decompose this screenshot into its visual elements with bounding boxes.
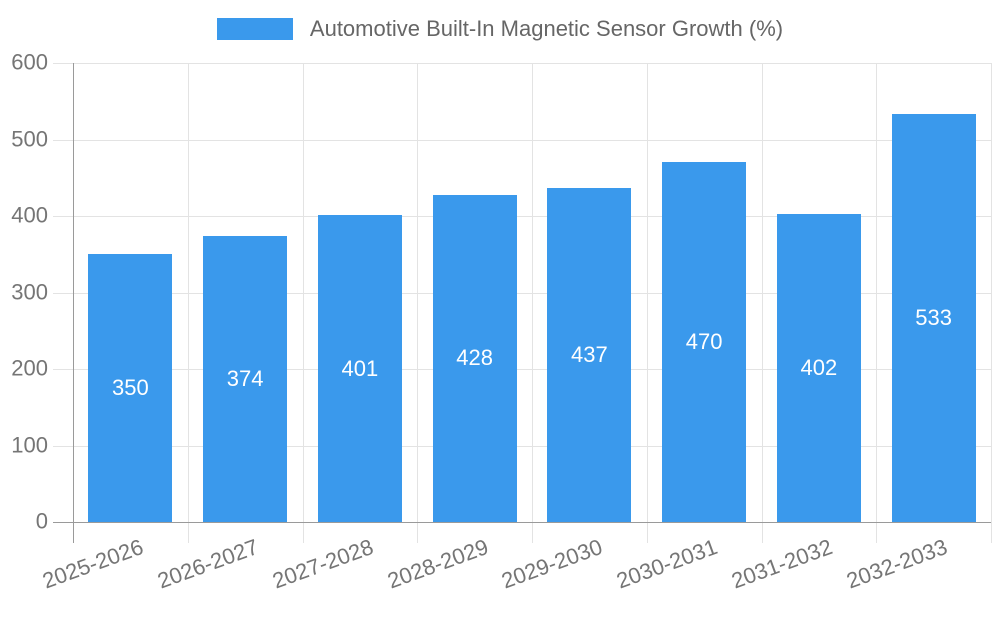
gridline-y-300: [53, 292, 991, 294]
gridline-y-400: [53, 216, 991, 217]
y-axis-tick-label: 500: [11, 125, 48, 151]
bar-2032-2033[interactable]: [891, 114, 976, 522]
legend-label: Automotive Built-In Magnetic Sensor Grow…: [309, 16, 784, 41]
legend-swatch-icon: [216, 18, 293, 40]
bar-value-label: 374: [226, 365, 264, 391]
gridline-y-600: [53, 63, 991, 64]
gridline-x: [532, 63, 533, 543]
y-axis-tick-label: 600: [11, 49, 48, 75]
gridline-x: [876, 63, 878, 543]
bar-value-label: 401: [341, 355, 379, 381]
bar-value-label: 350: [112, 375, 149, 401]
y-axis-tick-label: 400: [11, 202, 48, 228]
bar-2029-2030[interactable]: [547, 187, 632, 522]
y-axis-tick-label: 200: [11, 355, 48, 381]
bar-2030-2031[interactable]: [662, 162, 747, 522]
gridline-x: [646, 63, 648, 543]
chart-page: { "legend": { "label": "Automotive Built…: [0, 16, 1000, 594]
chart-legend[interactable]: Automotive Built-In Magnetic Sensor Grow…: [0, 16, 1000, 42]
gridline-x: [417, 63, 419, 543]
y-axis-tick-label: 0: [35, 508, 48, 534]
gridline-y-100: [53, 445, 991, 447]
bar-2031-2032[interactable]: [776, 214, 861, 522]
gridline-x: [302, 63, 304, 543]
bar-2028-2029[interactable]: [432, 194, 517, 522]
bar-value-label: 470: [685, 329, 723, 355]
bar-2026-2027[interactable]: [203, 235, 288, 522]
y-axis-tick-label: 100: [11, 431, 48, 457]
bar-2027-2028[interactable]: [317, 215, 402, 522]
gridline-x: [187, 63, 189, 543]
bar-value-label: 533: [915, 305, 952, 331]
bar-2025-2026[interactable]: [88, 254, 173, 522]
gridline-y-500: [53, 139, 991, 141]
gridline-x: [991, 63, 992, 543]
gridline-y-200: [53, 369, 991, 370]
bar-value-label: 402: [800, 355, 838, 381]
y-axis-line: [73, 63, 74, 543]
y-axis-tick-label: 300: [11, 278, 48, 304]
bar-value-label: 428: [456, 345, 493, 371]
gridline-x: [761, 63, 763, 543]
bar-chart-plot-area: 0 100 200 300 400 500 600 350 374 401 428 437 470 402…: [11, 49, 992, 593]
bar-value-label: 437: [571, 341, 608, 367]
x-axis-line: [53, 522, 991, 523]
